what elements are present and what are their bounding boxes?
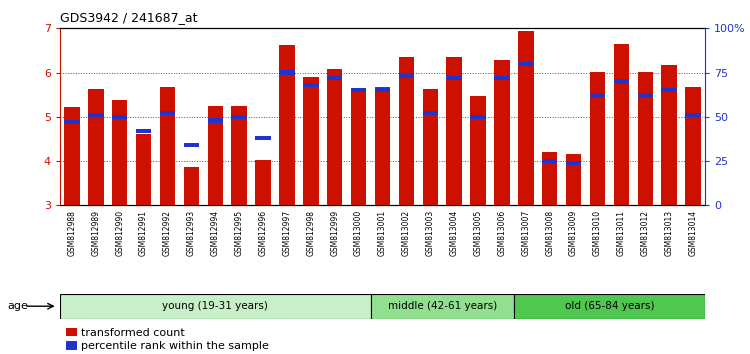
- Bar: [514, 294, 705, 319]
- Bar: [60, 294, 370, 319]
- Bar: [88, 89, 104, 205]
- Text: GSM813012: GSM813012: [640, 210, 650, 256]
- Text: GSM812999: GSM812999: [330, 210, 339, 256]
- Bar: [112, 100, 128, 205]
- Bar: [303, 77, 319, 205]
- Bar: [399, 57, 414, 205]
- Bar: [370, 294, 514, 319]
- Bar: [422, 89, 438, 205]
- Text: GSM813011: GSM813011: [617, 210, 626, 256]
- Text: GSM813001: GSM813001: [378, 210, 387, 256]
- Text: age: age: [8, 301, 28, 311]
- Bar: [446, 76, 462, 80]
- Bar: [255, 160, 271, 205]
- Bar: [255, 136, 271, 140]
- Text: GSM813009: GSM813009: [569, 210, 578, 256]
- Bar: [136, 133, 152, 205]
- Bar: [64, 107, 80, 205]
- Bar: [136, 129, 152, 133]
- Bar: [590, 72, 605, 205]
- Legend: transformed count, percentile rank within the sample: transformed count, percentile rank withi…: [65, 328, 269, 351]
- Bar: [686, 113, 700, 117]
- Bar: [351, 88, 366, 92]
- Bar: [112, 115, 128, 119]
- Text: GSM813003: GSM813003: [426, 210, 435, 256]
- Bar: [614, 44, 629, 205]
- Bar: [494, 76, 510, 80]
- Text: GSM813000: GSM813000: [354, 210, 363, 256]
- Text: young (19-31 years): young (19-31 years): [162, 301, 268, 311]
- Text: GSM812995: GSM812995: [235, 210, 244, 256]
- Bar: [64, 120, 80, 124]
- Text: GSM812990: GSM812990: [116, 210, 124, 256]
- Text: GSM813007: GSM813007: [521, 210, 530, 256]
- Bar: [88, 113, 104, 117]
- Bar: [160, 111, 176, 115]
- Bar: [279, 70, 295, 75]
- Bar: [662, 88, 677, 92]
- Text: GSM812991: GSM812991: [139, 210, 148, 256]
- Bar: [446, 57, 462, 205]
- Text: GSM813010: GSM813010: [593, 210, 602, 256]
- Bar: [208, 106, 223, 205]
- Bar: [160, 87, 176, 205]
- Bar: [662, 65, 677, 205]
- Text: GSM812992: GSM812992: [163, 210, 172, 256]
- Bar: [375, 88, 390, 92]
- Bar: [518, 30, 533, 205]
- Bar: [542, 152, 557, 205]
- Text: GSM813008: GSM813008: [545, 210, 554, 256]
- Text: GSM812993: GSM812993: [187, 210, 196, 256]
- Bar: [614, 79, 629, 84]
- Text: GSM813006: GSM813006: [497, 210, 506, 256]
- Bar: [327, 76, 343, 80]
- Bar: [184, 167, 200, 205]
- Text: GSM812994: GSM812994: [211, 210, 220, 256]
- Text: GSM813013: GSM813013: [664, 210, 674, 256]
- Bar: [470, 115, 486, 119]
- Text: GDS3942 / 241687_at: GDS3942 / 241687_at: [60, 11, 197, 24]
- Bar: [686, 87, 700, 205]
- Bar: [470, 96, 486, 205]
- Bar: [375, 87, 390, 205]
- Bar: [566, 154, 581, 205]
- Bar: [232, 106, 247, 205]
- Text: GSM812996: GSM812996: [259, 210, 268, 256]
- Bar: [399, 74, 414, 78]
- Text: middle (42-61 years): middle (42-61 years): [388, 301, 496, 311]
- Bar: [303, 83, 319, 87]
- Bar: [208, 118, 223, 122]
- Text: old (65-84 years): old (65-84 years): [565, 301, 654, 311]
- Bar: [638, 72, 653, 205]
- Bar: [327, 69, 343, 205]
- Bar: [590, 93, 605, 98]
- Bar: [184, 143, 200, 147]
- Bar: [232, 115, 247, 119]
- Text: GSM813004: GSM813004: [450, 210, 459, 256]
- Text: GSM812997: GSM812997: [283, 210, 292, 256]
- Text: GSM813014: GSM813014: [688, 210, 698, 256]
- Bar: [351, 88, 366, 205]
- Text: GSM813002: GSM813002: [402, 210, 411, 256]
- Text: GSM813005: GSM813005: [473, 210, 482, 256]
- Text: GSM812989: GSM812989: [92, 210, 100, 256]
- Text: GSM812998: GSM812998: [306, 210, 315, 256]
- Bar: [542, 159, 557, 163]
- Bar: [518, 62, 533, 66]
- Bar: [494, 60, 510, 205]
- Bar: [422, 111, 438, 115]
- Bar: [279, 45, 295, 205]
- Bar: [566, 161, 581, 165]
- Text: GSM812988: GSM812988: [68, 210, 76, 256]
- Bar: [638, 93, 653, 98]
